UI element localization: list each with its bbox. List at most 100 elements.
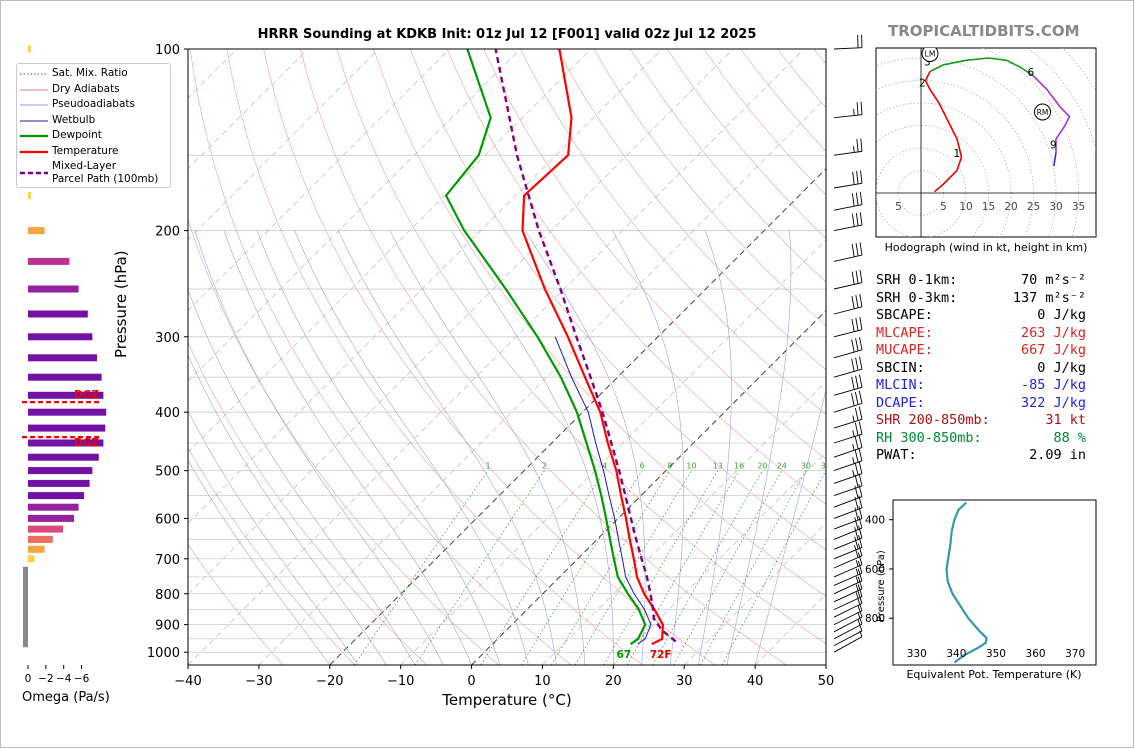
mixing-ratio-label: 8 — [667, 462, 672, 471]
wind-barb — [833, 618, 863, 646]
omega-bar — [23, 577, 28, 584]
mixing-ratio-label: 24 — [777, 462, 787, 471]
y-tick-label: 100 — [155, 43, 180, 58]
omega-bar — [28, 408, 107, 416]
wind-barb — [833, 591, 863, 618]
legend-label: Mixed-Layer — [52, 160, 117, 172]
omega-bar — [23, 602, 28, 608]
dry-adiabat — [188, 543, 284, 665]
param-value: 88 % — [1053, 429, 1086, 446]
param-value: -85 J/kg — [1020, 377, 1086, 393]
hodograph-trace — [924, 71, 963, 193]
legend-label: Dry Adiabats — [52, 82, 120, 95]
theta-e-x-tick: 330 — [907, 648, 927, 660]
chart-legend: Sat. Mix. Ratio Dry Adiabats Pseudoadiabat… — [16, 63, 171, 188]
wind-barb — [833, 630, 863, 653]
dry-adiabat — [410, 49, 826, 551]
omega-bar — [28, 354, 97, 362]
omega-bar — [28, 545, 45, 553]
param-value: 31 kt — [1045, 412, 1086, 428]
parcel-path-line — [494, 49, 677, 643]
isotherm-line — [188, 49, 805, 665]
hodograph-tick-label: 5 — [940, 201, 947, 213]
theta-e-x-tick: 340 — [946, 648, 966, 660]
param-row: SRH 0-1km: 70 m²s⁻² — [876, 272, 1086, 290]
dry-adiabat — [188, 447, 356, 665]
legend-swatch — [20, 120, 48, 121]
dry-adiabat — [483, 49, 826, 460]
hodograph-height-label: 6 — [1028, 67, 1035, 79]
wind-barb — [833, 506, 863, 530]
dgz-label: DGZ — [74, 389, 99, 401]
mixing-ratio-label: 30 — [801, 462, 811, 471]
wind-barb — [833, 495, 863, 519]
omega-bar — [23, 572, 28, 579]
storm-motion-label: LM — [925, 50, 936, 59]
hodograph-height-label: 1 — [954, 148, 961, 160]
param-value: 0 J/kg — [1037, 307, 1086, 323]
hodograph-tick-label: 30 — [1049, 201, 1062, 213]
x-tick-label: 0 — [467, 674, 475, 689]
hodograph-tick-label: 15 — [982, 201, 995, 213]
mixing-ratio-label: 1 — [485, 462, 490, 471]
brand-logo-text[interactable]: TROPICALTIDBITS.COM — [888, 22, 1080, 40]
background-lines — [188, 49, 826, 665]
dry-adiabat — [300, 49, 787, 665]
dry-adiabat — [520, 49, 826, 415]
pseudoadiabat — [223, 230, 472, 665]
dry-adiabat — [188, 341, 428, 665]
theta-e-x-tick: 370 — [1065, 648, 1085, 660]
omega-bar — [23, 597, 28, 604]
param-row: DCAPE: 322 J/kg — [876, 395, 1086, 413]
omega-bar — [28, 535, 53, 543]
wind-barb — [833, 34, 863, 50]
mixing-ratio-line — [414, 470, 545, 665]
omega-bar — [23, 633, 28, 639]
legend-swatch — [20, 150, 48, 153]
omega-tick-label: −6 — [74, 673, 90, 685]
wind-barb — [833, 568, 863, 595]
omega-bar — [28, 439, 104, 447]
param-row: SHR 200-850mb: 31 kt — [876, 412, 1086, 430]
pseudoadiabat — [754, 388, 826, 665]
y-tick-label: 1000 — [147, 646, 180, 661]
param-row: SBCAPE: 0 J/kg — [876, 307, 1086, 325]
plot-frame — [187, 48, 827, 666]
legend-swatch — [20, 89, 48, 90]
dry-adiabat — [188, 218, 499, 665]
y-tick-label: 300 — [155, 331, 180, 346]
mixing-ratio-label: 6 — [640, 462, 645, 471]
omega-bar — [28, 555, 35, 563]
dry-adiabat — [556, 49, 826, 371]
x-tick-label: −10 — [387, 674, 414, 689]
param-label: SRH 0-1km: — [876, 272, 958, 288]
wind-barb — [833, 560, 863, 586]
param-label: MLCAPE: — [876, 324, 933, 341]
pseudoadiabat — [726, 230, 792, 665]
storm-motion-marker — [1034, 103, 1051, 121]
isotherm-line — [188, 49, 450, 312]
omega-bar — [23, 606, 28, 613]
wind-barb — [833, 337, 863, 359]
wind-barb — [833, 101, 863, 119]
y-tick-label: 200 — [155, 225, 180, 240]
param-row: RH 300-850mb: 88 % — [876, 430, 1086, 448]
theta-e-panel: 330 340 350 360 370 400 600 800 — [865, 499, 1097, 666]
param-label: MLCIN: — [876, 377, 925, 393]
x-tick-label: 10 — [534, 674, 551, 689]
param-row: MUCAPE: 667 J/kg — [876, 342, 1086, 360]
wind-barb — [833, 612, 863, 640]
theta-e-x-label: Equivalent Pot. Temperature (K) — [906, 668, 1082, 681]
hodograph-tick-label: 5 — [895, 201, 902, 213]
param-row: SRH 0-3km: 137 m²s⁻² — [876, 290, 1086, 308]
param-value: 667 J/kg — [1020, 342, 1086, 358]
theta-e-x-tick: 350 — [986, 648, 1006, 660]
pseudoadiabat — [188, 354, 387, 665]
sounding-parameters: SRH 0-1km: 70 m²s⁻² SRH 0-3km: 137 m²s⁻² SBC… — [876, 272, 1086, 465]
y-axis-label: Pressure (hPa) — [112, 250, 130, 358]
param-label: RH 300-850mb: — [876, 429, 982, 446]
wind-barb — [833, 461, 863, 484]
storm-motion-marker — [921, 48, 939, 62]
wind-barb — [833, 515, 863, 540]
